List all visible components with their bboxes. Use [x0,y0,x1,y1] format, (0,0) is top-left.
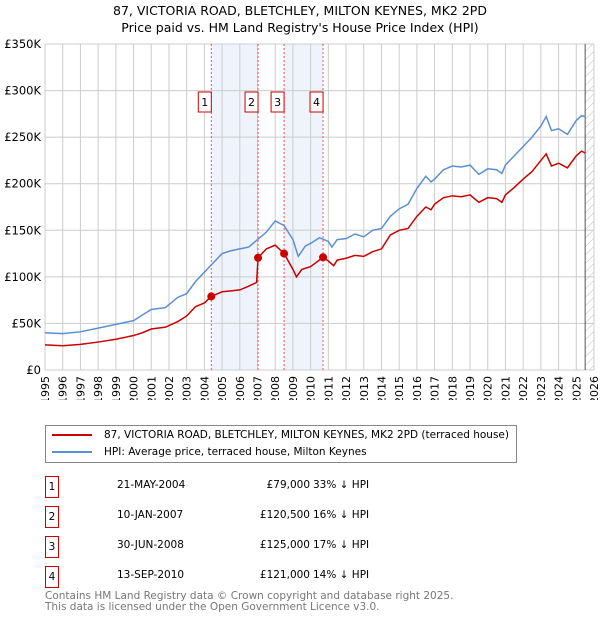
y-tick-label: £250K [4,130,41,144]
sale-label-box [244,91,259,113]
legend-label: 87, VICTORIA ROAD, BLETCHLEY, MILTON KEY… [104,429,509,441]
sales-table-row: 2 10-JAN-2007 £120,500 16% ↓ HPI [45,506,445,528]
x-tick-label: 2000 [128,376,141,400]
sale-hpi-diff: 16% ↓ HPI [313,509,370,521]
sales-table-row: 3 30-JUN-2008 £125,000 17% ↓ HPI [45,536,445,558]
x-tick-label: 2009 [287,376,300,400]
chart-title: 87, VICTORIA ROAD, BLETCHLEY, MILTON KEY… [113,3,487,18]
x-tick-label: 2021 [499,376,512,400]
x-tick-label: 2018 [446,376,459,400]
x-tick-label: 2016 [411,376,424,400]
sale-number-badge: 3 [45,536,59,558]
sale-label-number: 4 [313,96,320,109]
legend-label: HPI: Average price, terraced house, Milt… [104,446,367,458]
sale-point [319,253,328,262]
x-tick-label: 2007 [252,376,265,400]
sale-date: 21-MAY-2004 [117,479,186,491]
x-tick-label: 2019 [464,376,477,400]
sale-label-box [309,91,324,113]
sale-number-badge: 1 [45,476,59,498]
sale-price: £121,000 [259,569,310,581]
legend-item-property: 87, VICTORIA ROAD, BLETCHLEY, MILTON KEY… [46,426,509,444]
y-tick-label: £200K [4,177,41,191]
x-tick-label: 2022 [517,376,530,400]
x-tick-label: 2005 [216,376,229,400]
x-tick-label: 2023 [535,376,548,400]
series-line [44,114,586,335]
footer-line-2: This data is licensed under the Open Gov… [45,601,380,613]
sale-label-number: 2 [248,96,255,109]
sale-price: £79,000 [266,479,310,491]
x-tick-label: 2024 [553,376,566,400]
x-tick-label: 2014 [375,376,388,400]
x-tick-label: 2013 [358,376,371,400]
sale-number-badge: 4 [45,566,59,588]
y-tick-label: £0 [26,363,41,377]
x-tick-label: 1995 [39,376,52,400]
y-tick-label: £350K [4,37,41,51]
legend-swatch-red [52,434,92,436]
sale-point [207,292,216,301]
sale-label-box [197,91,212,113]
sale-date: 30-JUN-2008 [117,539,184,551]
y-tick-label: £150K [4,223,41,237]
x-tick-label: 2001 [145,376,158,400]
sale-point [280,249,289,258]
sale-number-badge: 2 [45,506,59,528]
x-tick-label: 1997 [74,376,87,400]
x-tick-label: 2017 [429,376,442,400]
sale-label-box [270,91,285,113]
x-tick-label: 2004 [198,376,211,400]
plot-area: 1995 1996 1997 1998 1999 2000 2001 2002 2003 2004… [4,37,600,400]
sale-label-number: 1 [201,96,208,109]
x-tick-label: 2020 [482,376,495,400]
legend: 87, VICTORIA ROAD, BLETCHLEY, MILTON KEY… [45,425,517,463]
x-tick-label: 2025 [570,376,583,400]
x-tick-label: 2011 [322,376,335,400]
sale-hpi-diff: 33% ↓ HPI [313,479,370,491]
chart-subtitle: Price paid vs. HM Land Registry's House … [121,20,479,35]
legend-item-hpi: HPI: Average price, terraced house, Milt… [46,443,367,461]
x-tick-label: 2012 [340,376,353,400]
sale-hpi-diff: 17% ↓ HPI [313,539,370,551]
sale-price: £120,500 [259,509,310,521]
sale-label-number: 3 [274,96,281,109]
sale-price: £125,000 [259,539,310,551]
x-tick-label: 1998 [92,376,105,400]
sales-table-row: 1 21-MAY-2004 £79,000 33% ↓ HPI [45,476,445,498]
legend-swatch-blue [52,451,92,453]
x-tick-label: 2008 [269,376,282,400]
series-line [44,150,586,347]
sales-table-row: 4 13-SEP-2010 £121,000 14% ↓ HPI [45,566,445,588]
x-tick-label: 2003 [181,376,194,400]
x-tick-label: 2010 [305,376,318,400]
y-tick-label: £100K [4,270,41,284]
x-tick-label: 2015 [393,376,406,400]
y-tick-label: £50K [12,316,42,330]
x-tick-label: 2026 [588,376,600,400]
sale-date: 13-SEP-2010 [117,569,185,581]
footer-line-1: Contains HM Land Registry data © Crown c… [45,590,454,602]
forecast-hatch [585,44,594,370]
x-tick-label: 1999 [110,376,123,400]
sale-hpi-diff: 14% ↓ HPI [313,569,370,581]
x-tick-label: 1996 [57,376,70,400]
y-tick-label: £300K [4,84,41,98]
sale-date: 10-JAN-2007 [117,509,184,521]
sale-point [254,253,263,262]
x-tick-label: 2002 [163,376,176,400]
x-tick-label: 2006 [234,376,247,400]
